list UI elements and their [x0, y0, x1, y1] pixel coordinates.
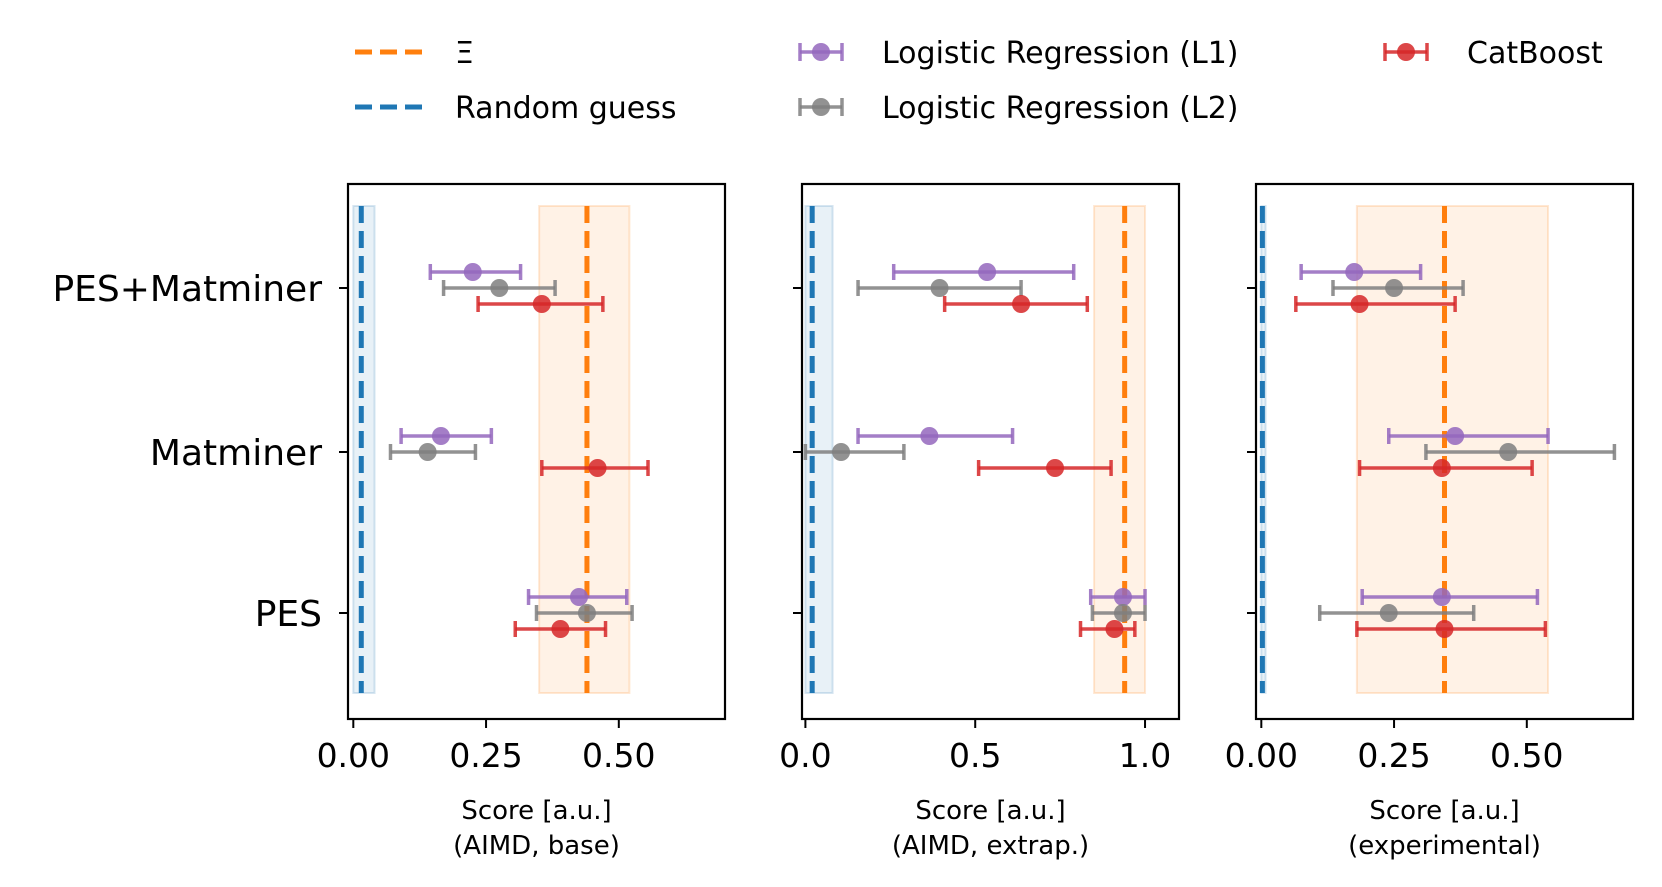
point-catboost-pes-matminer: [942, 295, 1090, 313]
panel-3: 0.00 0.25 0.50 Score [a.u.] (experimental): [1225, 182, 1635, 861]
point-l1-pes: [1360, 588, 1540, 606]
x-tick-label: 0.5: [949, 736, 1001, 775]
point-l2-pes: [1317, 604, 1476, 622]
point-marker: [588, 459, 607, 477]
point-marker: [930, 279, 949, 297]
point-l1-pes: [1088, 588, 1147, 606]
point-l1-matminer: [399, 427, 494, 445]
point-l2-pes-matminer: [1331, 279, 1465, 297]
x-tick-label: 0.25: [1357, 736, 1430, 775]
legend-swatch-marker: [812, 98, 830, 116]
panels: 0.00 0.25 0.50 Score [a.u.] (AIMD, base) PES+…: [52, 182, 1635, 861]
point-marker: [569, 588, 588, 606]
legend-entry-xi: Ξ: [355, 36, 474, 71]
point-l1-matminer: [856, 427, 1015, 445]
x-tick-label: 0.00: [1225, 736, 1298, 775]
legend-swatch-marker: [812, 43, 830, 61]
x-axis-label: Score [a.u.]: [1369, 796, 1519, 826]
x-axis-label: (AIMD, base): [453, 831, 620, 861]
point-l2-pes-matminer: [441, 279, 557, 297]
panel-2: 0.0 0.5 1.0 Score [a.u.] (AIMD, extrap.): [779, 182, 1181, 861]
point-catboost-matminer: [1357, 459, 1534, 477]
legend-label: Logistic Regression (L1): [882, 36, 1239, 71]
point-marker: [1432, 459, 1451, 477]
point-catboost-pes: [513, 620, 608, 638]
legend-entry-l2: Logistic Regression (L2): [798, 91, 1239, 126]
legend-label: Logistic Regression (L2): [882, 91, 1239, 126]
x-tick-label: 0.50: [582, 736, 655, 775]
x-tick-label: 0.25: [449, 736, 522, 775]
x-axis-label: Score [a.u.]: [915, 796, 1065, 826]
point-catboost-matminer: [976, 459, 1113, 477]
point-catboost-matminer: [540, 459, 650, 477]
point-marker: [1113, 604, 1132, 622]
point-marker: [490, 279, 509, 297]
random-guess-band: [352, 205, 376, 694]
point-catboost-pes: [1355, 620, 1548, 638]
point-l2-pes: [1090, 604, 1147, 622]
point-l1-pes-matminer: [1299, 263, 1423, 281]
legend-label: Ξ: [455, 36, 474, 71]
point-l1-pes-matminer: [891, 263, 1076, 281]
point-marker: [1046, 459, 1065, 477]
point-l2-matminer: [1424, 443, 1617, 461]
y-tick-label: PES: [255, 594, 322, 635]
point-marker: [418, 443, 437, 461]
random-guess-band: [804, 205, 834, 694]
point-marker: [431, 427, 450, 445]
legend-entry-random: Random guess: [355, 91, 677, 126]
y-tick-label: Matminer: [150, 433, 322, 474]
point-marker: [577, 604, 596, 622]
y-tick-label: PES+Matminer: [52, 269, 322, 310]
point-marker: [1446, 427, 1465, 445]
point-marker: [1432, 588, 1451, 606]
point-marker: [978, 263, 997, 281]
point-marker: [832, 443, 851, 461]
point-marker: [920, 427, 939, 445]
x-axis-label: Score [a.u.]: [461, 796, 611, 826]
point-marker: [1012, 295, 1031, 313]
point-marker: [1113, 588, 1132, 606]
x-tick-label: 0.0: [779, 736, 831, 775]
point-marker: [532, 295, 551, 313]
legend-label: CatBoost: [1467, 36, 1603, 71]
point-l1-pes: [526, 588, 629, 606]
point-marker: [1350, 295, 1369, 313]
point-marker: [1435, 620, 1454, 638]
x-tick-label: 0.00: [317, 736, 390, 775]
point-marker: [1499, 443, 1518, 461]
point-marker: [463, 263, 482, 281]
legend-entry-catboost: CatBoost: [1383, 36, 1603, 71]
x-tick-label: 0.50: [1490, 736, 1563, 775]
legend: Ξ Random guess Logistic Regression (L1) Log…: [355, 36, 1603, 126]
legend-label: Random guess: [455, 91, 677, 126]
x-tick-label: 1.0: [1119, 736, 1171, 775]
point-catboost-pes: [1078, 620, 1137, 638]
point-marker: [1105, 620, 1124, 638]
point-l2-pes-matminer: [856, 279, 1023, 297]
point-l2-matminer: [803, 443, 906, 461]
legend-entry-l1: Logistic Regression (L1): [798, 36, 1239, 71]
point-catboost-pes-matminer: [1294, 295, 1457, 313]
legend-swatch-marker: [1397, 43, 1415, 61]
x-axis-label: (AIMD, extrap.): [892, 831, 1089, 861]
panel-1: 0.00 0.25 0.50 Score [a.u.] (AIMD, base) PES+…: [52, 182, 727, 861]
point-marker: [551, 620, 570, 638]
point-marker: [1385, 279, 1404, 297]
x-axis-label: (experimental): [1348, 831, 1541, 861]
point-l2-matminer: [388, 443, 478, 461]
point-marker: [1345, 263, 1364, 281]
point-l1-pes-matminer: [428, 263, 523, 281]
point-marker: [1379, 604, 1398, 622]
point-l2-pes: [534, 604, 634, 622]
point-l1-matminer: [1386, 427, 1550, 445]
point-catboost-pes-matminer: [476, 295, 605, 313]
